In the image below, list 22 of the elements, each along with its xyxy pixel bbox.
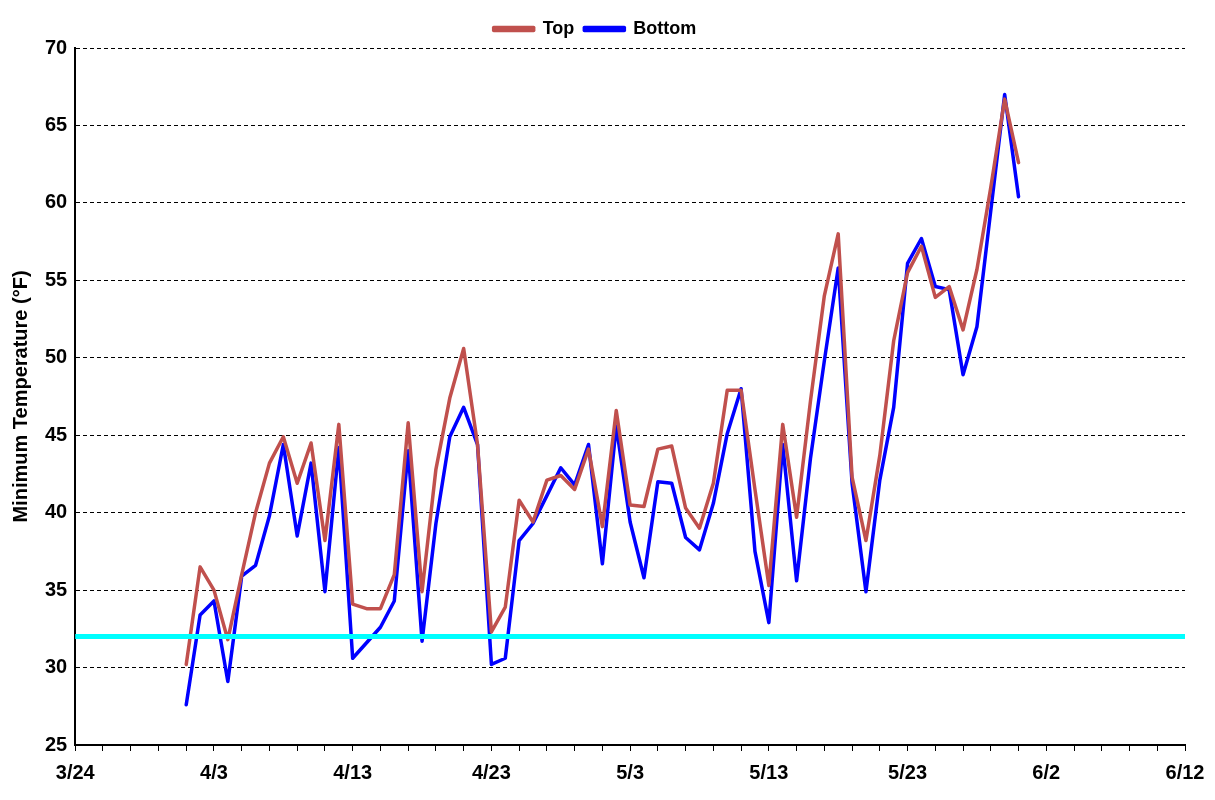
y-tick-label: 25 <box>45 732 68 755</box>
y-tick-label: 40 <box>45 500 68 523</box>
y-tick-label: 55 <box>45 267 68 290</box>
x-tick-label: 6/2 <box>1032 760 1061 783</box>
y-tick-label: 50 <box>45 345 68 368</box>
y-tick-label: 70 <box>45 35 68 58</box>
x-tick-label: 4/13 <box>333 760 373 783</box>
y-tick-label: 30 <box>45 655 68 678</box>
y-tick-label: 60 <box>45 190 68 213</box>
y-tick-label: 65 <box>45 112 68 135</box>
y-tick-label: 35 <box>45 577 68 600</box>
x-tick-label: 5/3 <box>616 760 645 783</box>
x-tick-label: 6/12 <box>1165 760 1205 783</box>
y-axis-title: Minimum Temperature (°F) <box>8 270 31 523</box>
legend-label: Top <box>542 17 575 38</box>
x-tick-label: 5/23 <box>888 760 928 783</box>
x-tick-label: 5/13 <box>749 760 789 783</box>
y-tick-label: 45 <box>45 422 68 445</box>
x-tick-label: 4/3 <box>200 760 228 783</box>
legend-label: Bottom <box>633 17 697 38</box>
x-tick-label: 3/24 <box>55 760 96 783</box>
x-tick-label: 4/23 <box>471 760 511 783</box>
